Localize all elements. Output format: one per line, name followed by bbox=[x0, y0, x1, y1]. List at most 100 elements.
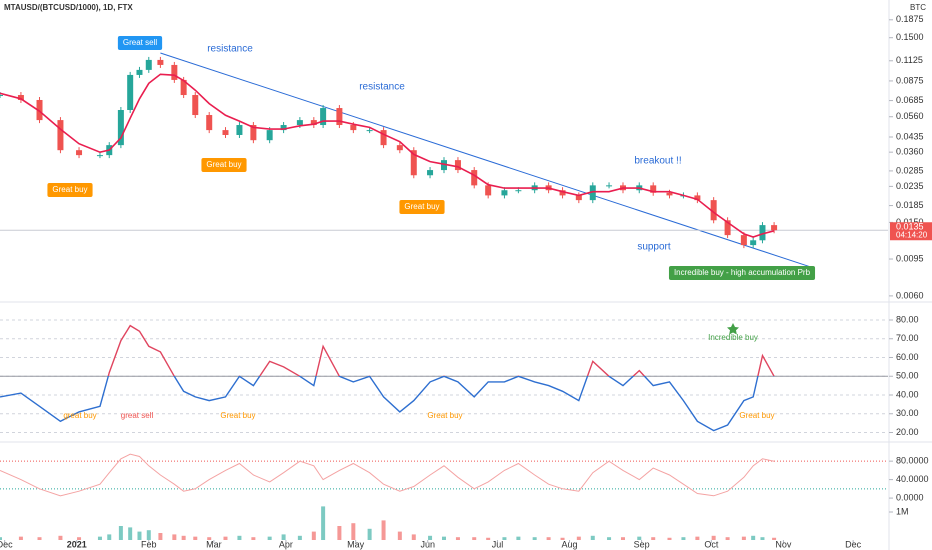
volume-bar bbox=[725, 537, 730, 540]
volume-bar bbox=[281, 534, 286, 540]
annotation: Great buy bbox=[206, 160, 241, 169]
volume-bar bbox=[158, 533, 163, 540]
candle bbox=[575, 195, 582, 201]
volume-bar bbox=[311, 531, 316, 540]
candle bbox=[17, 95, 24, 100]
volume-bar bbox=[576, 536, 581, 540]
rsi-annotation: Incredible buy bbox=[708, 333, 758, 342]
candle bbox=[501, 190, 508, 196]
volume-bar bbox=[502, 537, 507, 540]
y-tick-label: 0.0285 bbox=[896, 165, 924, 175]
candle bbox=[76, 150, 83, 156]
y-tick-label: 80.0000 bbox=[896, 456, 929, 466]
volume-bar bbox=[532, 537, 537, 540]
candle bbox=[366, 130, 373, 132]
annotation-box bbox=[201, 158, 247, 172]
candle bbox=[57, 120, 64, 151]
candle bbox=[485, 185, 492, 196]
x-tick-label: Jul bbox=[492, 539, 504, 549]
candle bbox=[296, 120, 303, 126]
candle bbox=[236, 125, 243, 135]
candle bbox=[441, 160, 447, 171]
rsi-annotation: Great buy bbox=[739, 411, 774, 420]
volume-bar bbox=[428, 535, 433, 540]
annotation-box bbox=[668, 266, 816, 280]
volume-bar bbox=[411, 534, 416, 540]
rsi-annotation: great sell bbox=[121, 411, 154, 420]
volume-bar bbox=[237, 535, 242, 540]
volume-bar bbox=[681, 537, 686, 540]
volume-bar bbox=[637, 536, 642, 540]
candle bbox=[559, 190, 566, 196]
candle bbox=[740, 235, 747, 246]
y-tick-label: 40.0000 bbox=[896, 474, 929, 484]
volume-bar bbox=[207, 537, 212, 540]
x-tick-label: Mar bbox=[206, 539, 222, 549]
volume-bar bbox=[193, 536, 198, 540]
candle bbox=[171, 64, 178, 80]
rsi-annotation: Great buy bbox=[220, 411, 255, 420]
candle bbox=[410, 150, 417, 176]
volume-bar bbox=[442, 536, 446, 540]
candle bbox=[666, 192, 673, 196]
rsi-annotation: great buy bbox=[63, 411, 96, 420]
y-tick-label: 70.00 bbox=[896, 333, 919, 343]
candle bbox=[157, 59, 164, 65]
volume-bar bbox=[516, 536, 521, 540]
last-price-box bbox=[890, 222, 932, 241]
annotation: Incredible buy - high accumulation Prb bbox=[674, 268, 811, 277]
volume-bar bbox=[321, 506, 326, 540]
annotation: breakout !! bbox=[634, 156, 681, 167]
annotation: Great sell bbox=[123, 38, 157, 47]
volume-bar bbox=[18, 536, 23, 540]
annotation: resistance bbox=[207, 44, 253, 55]
volume-bar bbox=[267, 536, 272, 540]
volume-bar bbox=[97, 536, 102, 540]
annotation: support bbox=[637, 242, 671, 253]
volume-bar bbox=[181, 535, 186, 540]
annotation-box bbox=[399, 200, 445, 214]
y-tick-label: 0.0185 bbox=[896, 200, 924, 210]
volume-bar bbox=[486, 537, 491, 540]
candle bbox=[771, 225, 778, 231]
candle bbox=[280, 125, 287, 131]
y-tick-label: 0.1500 bbox=[896, 32, 924, 42]
volume-bar bbox=[118, 526, 123, 540]
chart-title: MTAUSD/(BTCUSD/1000), 1D, FTX bbox=[4, 3, 133, 12]
candle bbox=[145, 59, 152, 70]
volume-bar bbox=[172, 534, 177, 540]
volume-bar bbox=[751, 535, 756, 540]
x-tick-label: Oct bbox=[704, 539, 719, 549]
y-tick-label: 0.0235 bbox=[896, 181, 924, 191]
volume-bar bbox=[297, 535, 302, 540]
y-tick-label: 0.0095 bbox=[896, 253, 924, 263]
volume-bar bbox=[741, 536, 746, 540]
x-tick-label: Nov bbox=[775, 539, 792, 549]
annotation: resistance bbox=[359, 82, 405, 93]
y-tick-label: 0.1125 bbox=[896, 55, 923, 65]
y-tick-label: 50.00 bbox=[896, 371, 919, 381]
x-tick-label: Apr bbox=[279, 539, 293, 549]
volume-bar bbox=[251, 537, 256, 540]
stoch-line bbox=[0, 453, 775, 497]
candle bbox=[750, 240, 757, 246]
volume-bar bbox=[37, 537, 42, 540]
candle bbox=[266, 130, 273, 141]
volume-bar bbox=[590, 535, 595, 540]
last-price-label: 0.0135 bbox=[896, 222, 924, 232]
candle bbox=[350, 125, 357, 131]
candle bbox=[650, 185, 657, 193]
y-tick-label: 30.00 bbox=[896, 408, 919, 418]
candle bbox=[454, 160, 461, 171]
candle bbox=[136, 69, 143, 75]
y-tick-label: 0.0560 bbox=[896, 111, 924, 121]
volume-bar bbox=[397, 531, 402, 540]
candle bbox=[515, 190, 522, 192]
candle bbox=[759, 225, 766, 241]
volume-bar bbox=[137, 531, 142, 540]
rsi-annotation: Great buy bbox=[427, 411, 462, 420]
trendline bbox=[160, 52, 814, 269]
annotation: Great buy bbox=[404, 202, 439, 211]
volume-bar bbox=[607, 537, 612, 540]
